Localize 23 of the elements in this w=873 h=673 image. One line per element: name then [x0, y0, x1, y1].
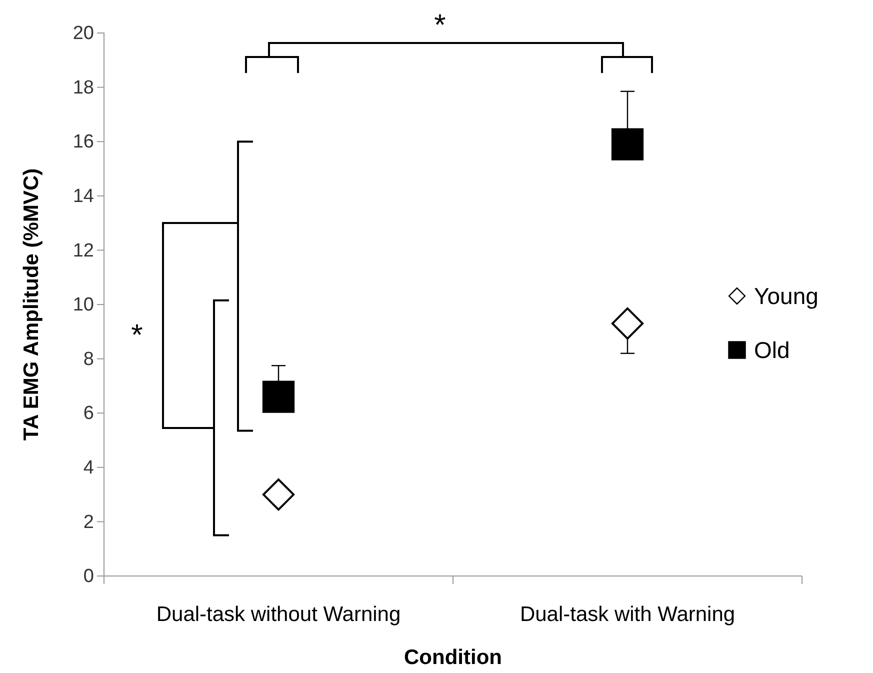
y-tick-label: 16 — [72, 132, 94, 153]
y-tick-label: 8 — [83, 348, 94, 370]
legend-label: Young — [754, 283, 818, 309]
legend-label: Old — [754, 337, 790, 363]
y-tick-label: 2 — [83, 512, 94, 533]
y-tick-label: 14 — [72, 186, 94, 207]
x-tick-label: Dual-task with Warning — [520, 602, 736, 626]
y-tick-label: 20 — [72, 23, 94, 44]
x-tick-label: Dual-task without Warning — [156, 602, 401, 626]
point — [611, 128, 644, 160]
y-axis-title: TA EMG Amplitude (%MVC) — [20, 168, 43, 441]
y-tick-label: 10 — [72, 294, 94, 316]
y-tick-label: 4 — [83, 457, 94, 478]
y-tick-label: 6 — [83, 403, 94, 424]
y-tick-label: 12 — [72, 240, 94, 262]
y-tick-label: 0 — [83, 566, 94, 588]
x-axis-title: Condition — [404, 646, 502, 669]
annotation: * — [434, 9, 446, 42]
point — [611, 307, 644, 340]
annotation: * — [131, 319, 144, 352]
y-tick-label: 18 — [72, 77, 94, 98]
point — [262, 380, 295, 413]
point — [262, 478, 295, 511]
